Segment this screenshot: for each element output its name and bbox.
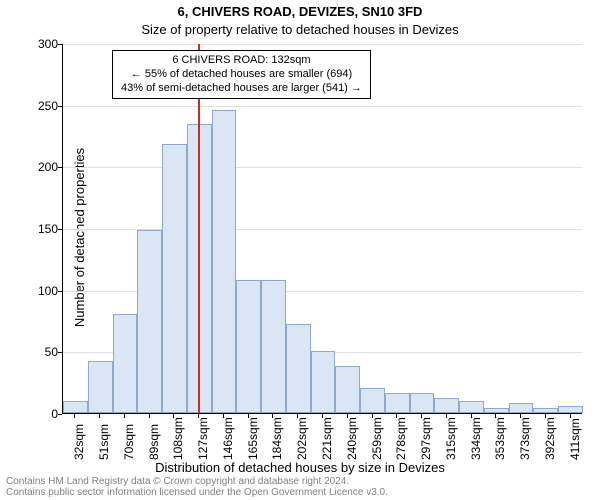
chart-title-address: 6, CHIVERS ROAD, DEVIZES, SN10 3FD: [0, 4, 600, 19]
x-tick-label: 165sqm: [246, 417, 260, 460]
y-tick-label: 50: [18, 345, 58, 359]
histogram-bar: [162, 144, 187, 413]
histogram-bar: [410, 393, 435, 413]
x-tick-label: 297sqm: [419, 417, 433, 460]
x-tick-label: 89sqm: [147, 424, 161, 460]
y-tick-label: 0: [18, 407, 58, 421]
histogram-bar: [484, 408, 509, 413]
histogram-bar: [558, 406, 583, 413]
x-tick-label: 259sqm: [370, 417, 384, 460]
x-tick-label: 32sqm: [72, 424, 86, 460]
histogram-bar: [137, 230, 162, 413]
histogram-bar: [311, 351, 336, 413]
histogram-bar: [360, 388, 385, 413]
x-tick-label: 353sqm: [493, 417, 507, 460]
y-tick-mark: [58, 106, 62, 107]
annotation-line3: 43% of semi-detached houses are larger (…: [121, 82, 362, 96]
x-tick-mark: [74, 414, 75, 418]
histogram-bar: [434, 398, 459, 413]
x-tick-label: 315sqm: [444, 417, 458, 460]
chart-subtitle: Size of property relative to detached ho…: [0, 22, 600, 37]
y-tick-mark: [58, 44, 62, 45]
x-tick-label: 278sqm: [394, 417, 408, 460]
histogram-bar: [459, 401, 484, 413]
histogram-bar: [533, 408, 558, 413]
histogram-bar: [212, 110, 237, 413]
gridline: [63, 44, 582, 45]
annotation-line1: 6 CHIVERS ROAD: 132sqm: [121, 54, 362, 68]
property-marker-line: [198, 44, 200, 413]
x-tick-label: 240sqm: [345, 417, 359, 460]
histogram-bar: [385, 393, 410, 413]
x-tick-label: 108sqm: [171, 417, 185, 460]
x-tick-mark: [124, 414, 125, 418]
x-axis-label: Distribution of detached houses by size …: [0, 460, 600, 475]
x-tick-label: 146sqm: [221, 417, 235, 460]
footer-line2: Contains public sector information licen…: [6, 487, 388, 498]
y-tick-mark: [58, 291, 62, 292]
x-tick-label: 184sqm: [270, 417, 284, 460]
histogram-bar: [335, 366, 360, 413]
histogram-bar: [509, 403, 534, 413]
gridline: [63, 167, 582, 168]
x-tick-label: 373sqm: [518, 417, 532, 460]
y-tick-label: 300: [18, 37, 58, 51]
x-tick-label: 411sqm: [568, 418, 582, 460]
x-tick-label: 221sqm: [320, 417, 334, 460]
histogram-bar: [88, 361, 113, 413]
annotation-line2: ← 55% of detached houses are smaller (69…: [121, 68, 362, 82]
y-tick-label: 250: [18, 99, 58, 113]
y-tick-mark: [58, 414, 62, 415]
histogram-bar: [286, 324, 311, 413]
y-tick-mark: [58, 167, 62, 168]
y-tick-mark: [58, 229, 62, 230]
x-tick-mark: [149, 414, 150, 418]
annotation-callout: 6 CHIVERS ROAD: 132sqm ← 55% of detached…: [112, 50, 371, 99]
attribution-footer: Contains HM Land Registry data © Crown c…: [6, 476, 388, 498]
y-tick-label: 150: [18, 222, 58, 236]
x-tick-label: 70sqm: [122, 424, 136, 460]
gridline: [63, 106, 582, 107]
x-tick-mark: [99, 414, 100, 418]
x-tick-label: 51sqm: [97, 424, 111, 460]
footer-line1: Contains HM Land Registry data © Crown c…: [6, 476, 388, 487]
x-tick-label: 334sqm: [469, 417, 483, 460]
histogram-bar: [113, 314, 138, 413]
plot-area: [62, 44, 582, 414]
histogram-bar: [63, 401, 88, 413]
y-tick-label: 200: [18, 160, 58, 174]
x-tick-label: 202sqm: [295, 417, 309, 460]
chart-container: 6, CHIVERS ROAD, DEVIZES, SN10 3FD Size …: [0, 0, 600, 500]
y-tick-mark: [58, 352, 62, 353]
x-tick-label: 392sqm: [543, 417, 557, 460]
histogram-bar: [236, 280, 261, 413]
x-tick-label: 127sqm: [196, 417, 210, 460]
histogram-bar: [261, 280, 286, 413]
y-tick-label: 100: [18, 284, 58, 298]
